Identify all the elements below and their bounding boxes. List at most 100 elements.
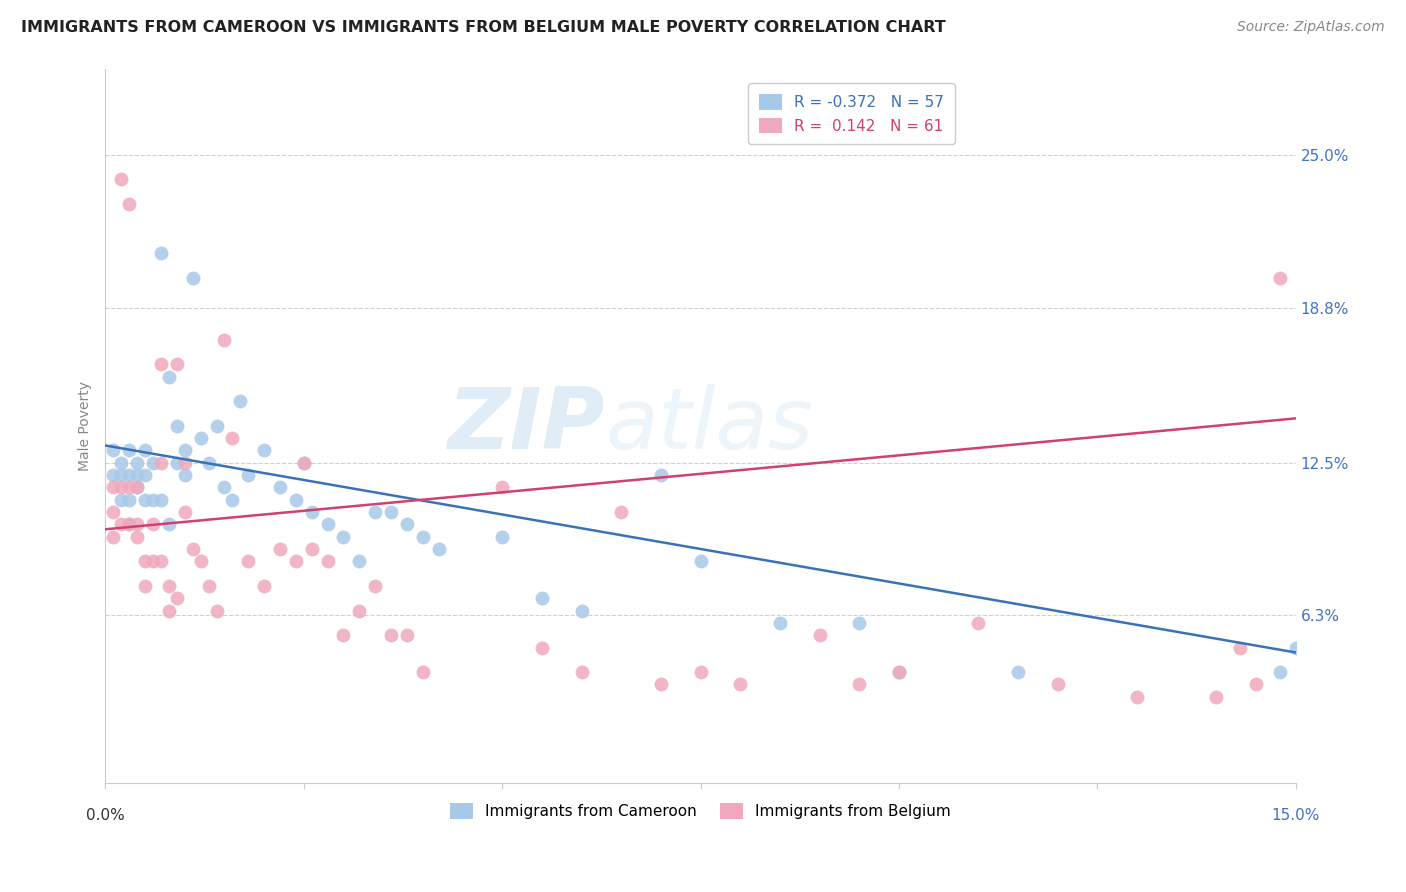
Point <box>134 443 156 458</box>
Point <box>332 530 354 544</box>
Point <box>190 554 212 568</box>
Point <box>530 591 553 606</box>
Point <box>364 579 387 593</box>
Point <box>689 665 711 680</box>
Text: ZIP: ZIP <box>447 384 606 467</box>
Point <box>221 431 243 445</box>
Point <box>157 603 180 617</box>
Point <box>316 554 339 568</box>
Point <box>571 603 593 617</box>
Point <box>134 579 156 593</box>
Point <box>316 517 339 532</box>
Y-axis label: Male Poverty: Male Poverty <box>79 381 93 471</box>
Point <box>610 505 633 519</box>
Point <box>650 677 672 691</box>
Point <box>689 554 711 568</box>
Point <box>967 615 990 630</box>
Point <box>292 456 315 470</box>
Point <box>214 333 236 347</box>
Point <box>142 517 165 532</box>
Text: Source: ZipAtlas.com: Source: ZipAtlas.com <box>1237 20 1385 34</box>
Point <box>150 246 173 260</box>
Point <box>650 468 672 483</box>
Point <box>364 505 387 519</box>
Point <box>848 677 870 691</box>
Point <box>173 505 195 519</box>
Point <box>395 517 418 532</box>
Point <box>157 369 180 384</box>
Point <box>166 456 188 470</box>
Point <box>127 530 149 544</box>
Point <box>127 480 149 494</box>
Point <box>1007 665 1029 680</box>
Point <box>110 480 132 494</box>
Point <box>491 480 513 494</box>
Point <box>349 603 371 617</box>
Point <box>1284 640 1306 655</box>
Point <box>887 665 910 680</box>
Point <box>253 579 276 593</box>
Point <box>110 517 132 532</box>
Point <box>229 394 252 409</box>
Point <box>103 505 125 519</box>
Text: 0.0%: 0.0% <box>86 807 125 822</box>
Point <box>728 677 751 691</box>
Point <box>118 492 141 507</box>
Point <box>118 468 141 483</box>
Point <box>157 579 180 593</box>
Point <box>253 443 276 458</box>
Point <box>238 468 260 483</box>
Text: 15.0%: 15.0% <box>1271 807 1320 822</box>
Point <box>269 541 291 556</box>
Point <box>110 468 132 483</box>
Point <box>173 456 195 470</box>
Point <box>205 418 228 433</box>
Point <box>571 665 593 680</box>
Point <box>395 628 418 642</box>
Point <box>530 640 553 655</box>
Legend: Immigrants from Cameroon, Immigrants from Belgium: Immigrants from Cameroon, Immigrants fro… <box>444 797 957 825</box>
Point <box>127 517 149 532</box>
Point <box>150 357 173 371</box>
Point <box>110 492 132 507</box>
Point <box>190 431 212 445</box>
Point <box>1229 640 1251 655</box>
Point <box>769 615 792 630</box>
Point <box>166 591 188 606</box>
Point <box>173 443 195 458</box>
Point <box>1244 677 1267 691</box>
Point <box>110 172 132 186</box>
Point <box>284 492 307 507</box>
Point <box>166 357 188 371</box>
Point <box>887 665 910 680</box>
Point <box>134 554 156 568</box>
Point <box>142 456 165 470</box>
Point <box>292 456 315 470</box>
Point <box>118 517 141 532</box>
Point <box>412 665 434 680</box>
Point <box>150 492 173 507</box>
Point <box>103 530 125 544</box>
Point <box>118 443 141 458</box>
Point <box>181 541 204 556</box>
Point <box>127 456 149 470</box>
Point <box>221 492 243 507</box>
Point <box>380 505 402 519</box>
Point <box>134 468 156 483</box>
Point <box>181 271 204 285</box>
Point <box>301 541 323 556</box>
Point <box>380 628 402 642</box>
Point <box>205 603 228 617</box>
Point <box>238 554 260 568</box>
Point <box>103 468 125 483</box>
Point <box>157 517 180 532</box>
Point <box>1268 271 1291 285</box>
Point <box>349 554 371 568</box>
Point <box>332 628 354 642</box>
Point <box>848 615 870 630</box>
Point <box>103 443 125 458</box>
Point <box>214 480 236 494</box>
Point <box>412 530 434 544</box>
Text: atlas: atlas <box>606 384 813 467</box>
Point <box>103 480 125 494</box>
